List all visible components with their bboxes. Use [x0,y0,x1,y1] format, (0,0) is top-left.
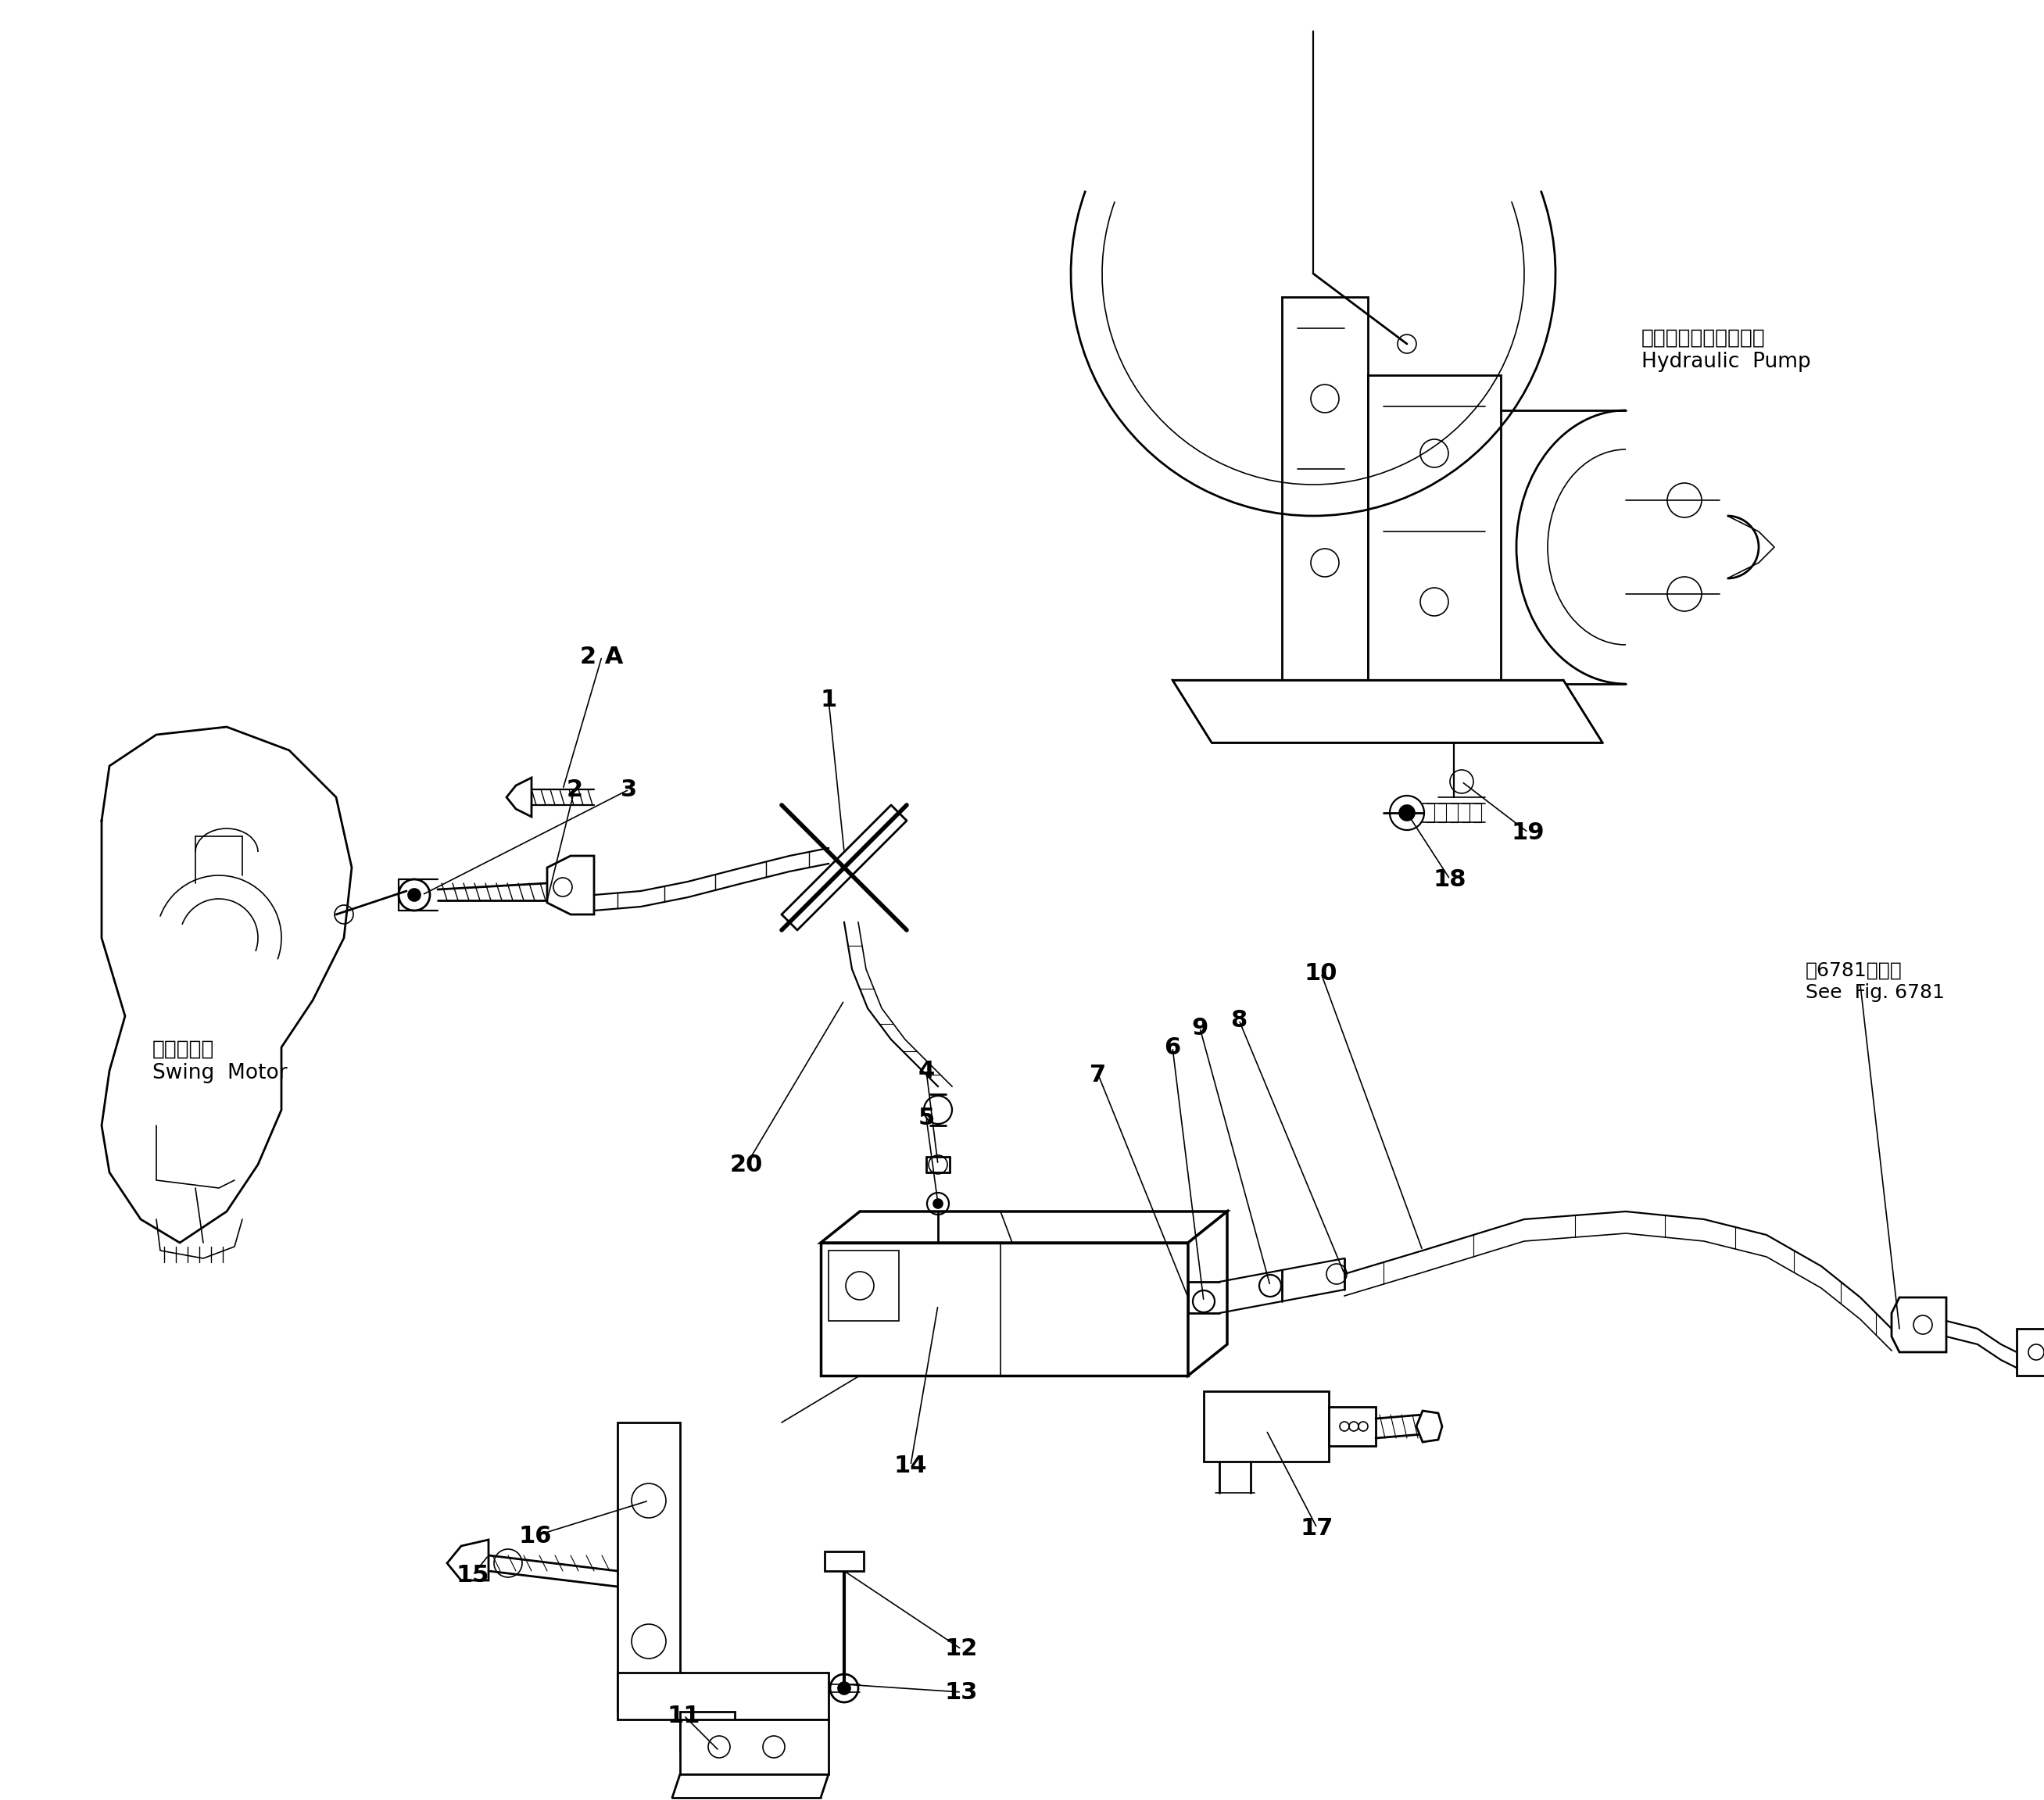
Polygon shape [448,1539,489,1580]
Text: 11: 11 [666,1705,701,1726]
Text: 19: 19 [1511,821,1545,844]
Text: 20: 20 [730,1154,762,1175]
Text: 1: 1 [820,688,836,711]
Text: 7: 7 [1089,1064,1106,1085]
Text: 4: 4 [918,1060,934,1082]
Polygon shape [507,778,531,817]
Polygon shape [548,855,595,914]
Polygon shape [681,1719,828,1775]
Circle shape [1400,805,1414,821]
Bar [828,1251,899,1321]
Polygon shape [681,1712,734,1751]
Text: 6: 6 [1165,1037,1181,1058]
Polygon shape [822,1242,1188,1375]
Text: 13: 13 [944,1681,977,1703]
Polygon shape [1282,297,1367,680]
Text: 3: 3 [621,778,638,801]
Text: 旋回モータ
Swing  Motor: 旋回モータ Swing Motor [153,1040,288,1084]
Text: 18: 18 [1433,868,1466,891]
Text: 16: 16 [519,1525,552,1548]
Polygon shape [1367,374,1500,680]
Text: 2: 2 [566,778,583,801]
Polygon shape [1329,1408,1376,1445]
Text: 2 A: 2 A [580,644,623,668]
Polygon shape [1188,1211,1226,1375]
Polygon shape [822,1211,1226,1242]
Text: 17: 17 [1300,1517,1333,1539]
Polygon shape [1416,1411,1443,1442]
Text: 12: 12 [944,1638,977,1660]
Polygon shape [2017,1328,2044,1375]
Circle shape [934,1199,942,1208]
Circle shape [838,1681,850,1694]
Polygon shape [1891,1298,1946,1352]
Text: 8: 8 [1230,1008,1247,1031]
Circle shape [409,889,421,902]
Text: 5: 5 [918,1107,934,1129]
Text: 9: 9 [1192,1017,1208,1039]
Text: 10: 10 [1304,961,1337,985]
Text: ハイドロリックポンプ
Hydraulic  Pump: ハイドロリックポンプ Hydraulic Pump [1641,328,1811,373]
Text: 第6781図参照
See  Fig. 6781: 第6781図参照 See Fig. 6781 [1805,961,1944,1003]
Polygon shape [617,1672,828,1719]
Text: 14: 14 [893,1454,928,1476]
Polygon shape [1204,1391,1329,1462]
Polygon shape [617,1422,681,1712]
Polygon shape [1173,680,1602,743]
Polygon shape [824,1552,865,1571]
Text: 15: 15 [456,1564,489,1586]
